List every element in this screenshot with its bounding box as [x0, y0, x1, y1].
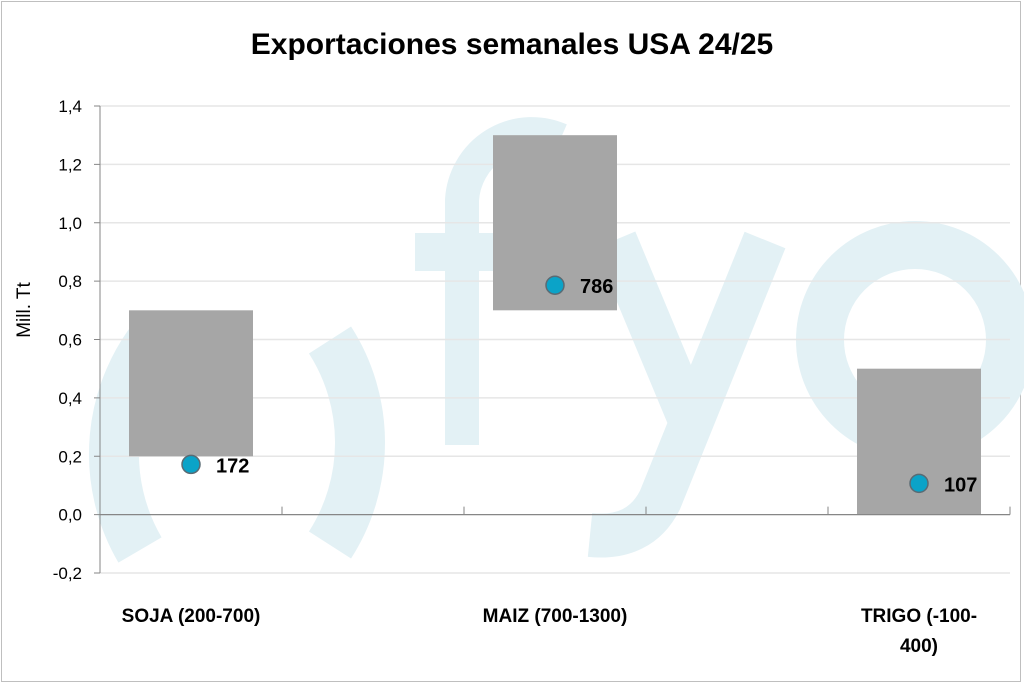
watermark-arc-right: [308, 326, 385, 559]
data-label: 107: [944, 474, 977, 496]
data-point: [909, 473, 929, 494]
y-tick-label: 0,0: [58, 506, 82, 525]
y-tick-label: 0,8: [58, 272, 82, 291]
x-category-label: MAIZ (700-1300): [483, 606, 628, 627]
chart-title: Exportaciones semanales USA 24/25: [251, 28, 773, 61]
y-tick-label: -0,2: [53, 564, 82, 583]
x-category-label: SOJA (200-700): [122, 606, 261, 627]
data-point: [545, 275, 565, 295]
data-point: [181, 454, 201, 475]
y-tick-label: 0,2: [58, 447, 82, 466]
x-category-label: TRIGO (-100-: [861, 606, 977, 627]
watermark-letter-y: [587, 231, 786, 558]
y-axis-label: Mill. Tt: [14, 281, 35, 337]
watermark-letter-f-stem: [445, 117, 567, 445]
x-category-label: 400): [900, 636, 938, 657]
y-tick-label: 0,6: [58, 331, 82, 350]
range-bar: [129, 310, 253, 457]
y-tick-label: 0,4: [58, 389, 82, 408]
data-label: 172: [216, 455, 249, 477]
y-tick-label: 1,2: [58, 155, 82, 174]
y-tick-label: 1,4: [58, 97, 82, 116]
y-tick-label: 1,0: [58, 214, 82, 233]
data-label: 786: [580, 276, 613, 298]
